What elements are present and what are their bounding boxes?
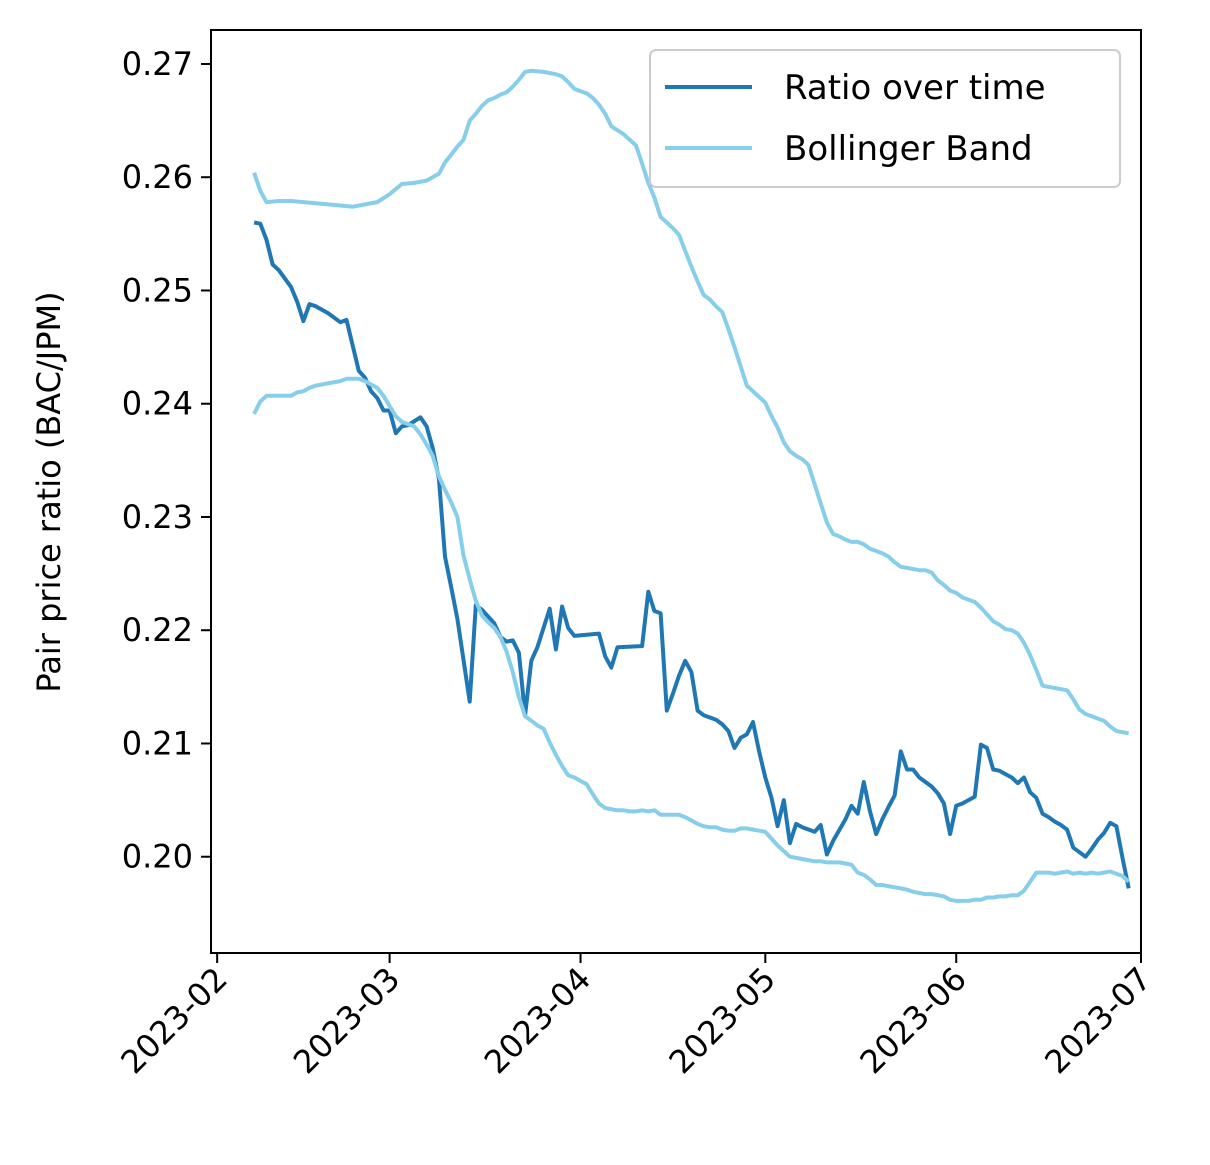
legend-label-bollinger: Bollinger Band bbox=[784, 129, 1033, 169]
y-tick-label: 0.20 bbox=[122, 838, 193, 876]
legend: Ratio over time Bollinger Band bbox=[649, 49, 1121, 188]
y-axis-label: Pair price ratio (BAC/JPM) bbox=[30, 291, 68, 692]
y-tick-label: 0.26 bbox=[122, 158, 193, 196]
y-tick-label: 0.24 bbox=[122, 385, 193, 423]
y-axis: 0.20 0.21 0.22 0.23 0.24 0.25 0.26 0.27 bbox=[122, 45, 211, 876]
y-tick-label: 0.21 bbox=[122, 724, 193, 762]
series-line-0 bbox=[253, 220, 1131, 889]
plot-frame bbox=[210, 29, 1142, 954]
y-tick-label: 0.22 bbox=[122, 611, 193, 649]
y-tick-label: 0.25 bbox=[122, 271, 193, 309]
y-tick-label: 0.27 bbox=[122, 45, 193, 83]
y-tick-label: 0.23 bbox=[122, 498, 193, 536]
series-layer bbox=[252, 68, 1131, 903]
legend-label-ratio: Ratio over time bbox=[784, 68, 1046, 108]
series-line-2 bbox=[252, 376, 1131, 903]
series-line-1 bbox=[252, 68, 1130, 736]
legend-box bbox=[649, 49, 1121, 188]
